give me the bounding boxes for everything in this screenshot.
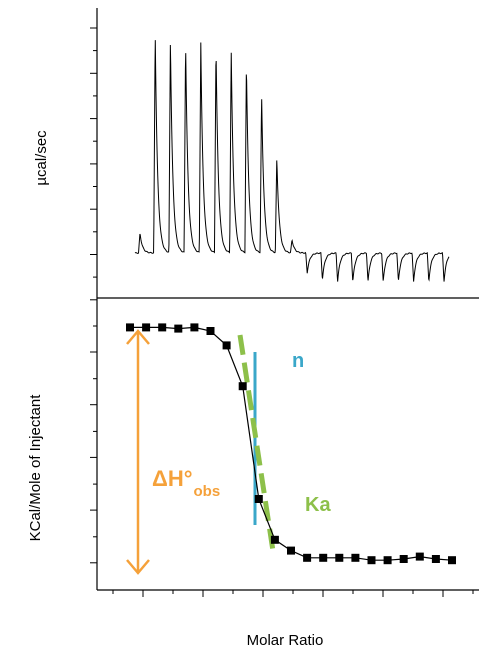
isotherm-point-2 [142,323,151,332]
isotherm-point-7 [222,341,231,350]
isotherm-point-21 [448,556,456,565]
isotherm-point-10 [270,535,279,544]
delta-h-main: ΔH° [152,466,193,491]
bottom-y-axis-label: KCal/Mole of Injectant [27,394,44,542]
ka-label: Ka [305,494,331,516]
thermogram-trace-group [134,40,450,282]
delta-h-label: ΔH°obs [152,466,220,500]
isotherm-point-1 [126,323,134,332]
top-y-axis-label: µcal/sec [33,130,50,186]
isotherm-point-6 [206,327,215,335]
isotherm-points-group [126,323,456,565]
binding-isotherm-panel: ΔH°obs n Ka KCal/Mole of Injectant Molar… [27,298,479,649]
isotherm-point-14 [335,553,344,562]
isotherm-point-20 [431,555,440,563]
isotherm-point-3 [158,323,167,332]
isotherm-point-4 [174,324,183,333]
isotherm-point-17 [383,556,392,565]
delta-h-subscript: obs [194,483,221,500]
thermogram-trace [134,40,450,282]
isotherm-fit-curve [130,326,453,561]
thermogram-panel: µcal/sec [33,8,450,301]
x-axis-label: Molar Ratio [247,632,324,649]
ka-slope-line [237,334,276,552]
delta-h-arrow [126,329,150,575]
isotherm-point-11 [287,546,295,555]
isotherm-point-13 [319,553,328,562]
isotherm-fit-group [130,326,453,561]
n-label: n [292,350,304,372]
isotherm-point-15 [351,553,360,562]
isotherm-point-8 [238,382,247,391]
bottom-panel-ticks [90,325,474,597]
isotherm-point-19 [415,552,424,561]
isotherm-point-9 [254,495,263,503]
isotherm-point-18 [399,555,408,563]
isotherm-point-12 [303,553,312,562]
isotherm-point-5 [190,323,199,332]
top-panel-ticks [90,27,97,301]
isotherm-point-16 [367,556,376,565]
